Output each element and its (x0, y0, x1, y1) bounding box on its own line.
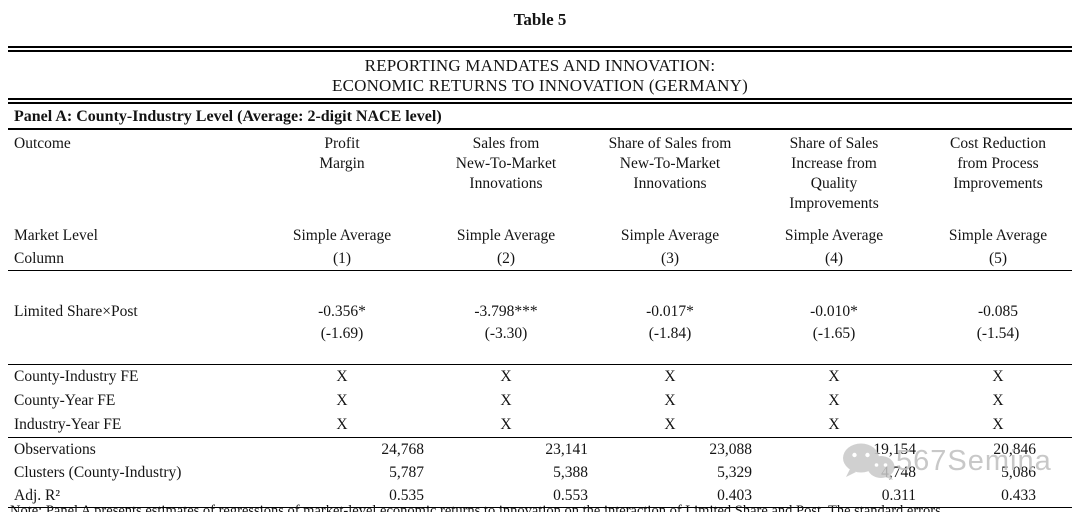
coefficient-col-3: -0.017* (646, 303, 694, 320)
heading-line-2: ECONOMIC RETURNS TO INNOVATION (GERMANY) (331, 76, 748, 95)
fe-x-mark: X (500, 368, 512, 385)
tstat-col-1: (-1.69) (320, 325, 364, 342)
rule-above-note (8, 507, 1072, 508)
fe-x-mark: X (500, 416, 512, 433)
coefficient-col-5: -0.085 (977, 303, 1019, 320)
tstat-row-label (0, 323, 260, 345)
market-level-row: Market Level Simple Average Simple Avera… (0, 223, 1080, 249)
tstat-col-3: (-1.84) (648, 325, 692, 342)
fe-x-mark: X (992, 392, 1004, 409)
spacer (0, 271, 1080, 301)
rule-above-stats (8, 437, 1072, 438)
fe-label: Industry-Year FE (14, 416, 122, 433)
top-double-rule (8, 46, 1072, 52)
observations-col-4: 19,154 (873, 441, 916, 458)
fe-row-county-year: County-Year FE X X X X X (0, 389, 1080, 413)
clusters-col-1: 5,787 (389, 464, 424, 481)
fe-x-mark: X (336, 392, 348, 409)
market-level-col-5: Simple Average (948, 227, 1048, 244)
observations-col-2: 23,141 (545, 441, 588, 458)
market-level-col-3: Simple Average (620, 227, 720, 244)
market-level-col-1: Simple Average (292, 227, 392, 244)
fe-row-county-industry: County-Industry FE X X X X X (0, 365, 1080, 389)
fe-x-mark: X (664, 416, 676, 433)
rule-above-fixed-effects (8, 364, 1072, 365)
fe-x-mark: X (828, 416, 840, 433)
outcome-col-2: Sales from New-To-Market Innovations (455, 135, 557, 192)
fe-x-mark: X (664, 368, 676, 385)
fe-label: County-Industry FE (14, 368, 139, 385)
adj-r2-col-3: 0.403 (717, 487, 752, 504)
panel-a-header: Panel A: County-Industry Level (Average:… (8, 104, 1072, 130)
clusters-col-5: 5,086 (1001, 464, 1036, 481)
rule-under-column-row (8, 270, 1072, 271)
column-number-row: Column (1) (2) (3) (4) (5) (0, 249, 1080, 270)
fe-x-mark: X (336, 368, 348, 385)
clusters-col-2: 5,388 (553, 464, 588, 481)
observations-col-3: 23,088 (709, 441, 752, 458)
spacer (0, 345, 1080, 364)
market-level-col-4: Simple Average (784, 227, 884, 244)
market-level-col-2: Simple Average (456, 227, 556, 244)
adj-r2-col-1: 0.535 (389, 487, 424, 504)
outcome-header-row: Outcome Profit Margin Sales from New-To-… (0, 130, 1080, 223)
table-number-title: Table 5 (513, 10, 567, 29)
clusters-col-3: 5,329 (717, 464, 752, 481)
table-note-clipped: Note: Panel A presents estimates of regr… (10, 504, 941, 512)
observations-row: Observations 24,768 23,141 23,088 19,154… (0, 438, 1080, 461)
observations-col-1: 24,768 (381, 441, 424, 458)
observations-col-5: 20,846 (993, 441, 1036, 458)
fe-row-industry-year: Industry-Year FE X X X X X (0, 413, 1080, 437)
fe-x-mark: X (992, 368, 1004, 385)
outcome-col-1: Profit Margin (319, 135, 365, 172)
adj-r2-col-4: 0.311 (881, 487, 916, 504)
coefficient-col-1: -0.356* (318, 303, 366, 320)
adj-r2-row: Adj. R² 0.535 0.553 0.403 0.311 0.433 (0, 484, 1080, 507)
adj-r2-col-2: 0.553 (553, 487, 588, 504)
stat-label: Clusters (County-Industry) (14, 464, 182, 481)
fe-x-mark: X (500, 392, 512, 409)
fe-x-mark: X (992, 416, 1004, 433)
fe-x-mark: X (828, 368, 840, 385)
column-number-2: (2) (496, 250, 516, 267)
outcome-col-5: Cost Reduction from Process Improvements (949, 135, 1046, 192)
outcome-row-label: Outcome (14, 135, 71, 152)
column-number-1: (1) (332, 250, 352, 267)
column-number-4: (4) (824, 250, 844, 267)
coefficient-row: Limited Share×Post -0.356* -3.798*** -0.… (0, 301, 1080, 323)
heading-line-1: REPORTING MANDATES AND INNOVATION: (364, 56, 716, 75)
stat-label: Adj. R² (14, 487, 60, 504)
stat-label: Observations (14, 441, 96, 458)
coefficient-col-4: -0.010* (810, 303, 858, 320)
fe-x-mark: X (828, 392, 840, 409)
fe-x-mark: X (664, 392, 676, 409)
heading-bottom-double-rule (8, 98, 1072, 104)
column-row-label: Column (14, 250, 64, 267)
fe-label: County-Year FE (14, 392, 116, 409)
outcome-col-4: Share of Sales Increase from Quality Imp… (789, 135, 879, 212)
clusters-row: Clusters (County-Industry) 5,787 5,388 5… (0, 461, 1080, 484)
column-number-5: (5) (988, 250, 1008, 267)
tstat-col-4: (-1.65) (812, 325, 856, 342)
coefficient-col-2: -3.798*** (474, 303, 538, 320)
clusters-col-4: 4,748 (881, 464, 916, 481)
tstat-row: (-1.69) (-3.30) (-1.84) (-1.65) (-1.54) (0, 323, 1080, 345)
column-number-3: (3) (660, 250, 680, 267)
adj-r2-col-5: 0.433 (1001, 487, 1036, 504)
tstat-col-2: (-3.30) (484, 325, 528, 342)
fe-x-mark: X (336, 416, 348, 433)
outcome-col-3: Share of Sales from New-To-Market Innova… (608, 135, 732, 192)
coefficient-row-label: Limited Share×Post (14, 303, 138, 320)
table-heading: REPORTING MANDATES AND INNOVATION: ECONO… (0, 52, 1080, 96)
market-level-label: Market Level (14, 227, 98, 244)
tstat-col-5: (-1.54) (976, 325, 1020, 342)
